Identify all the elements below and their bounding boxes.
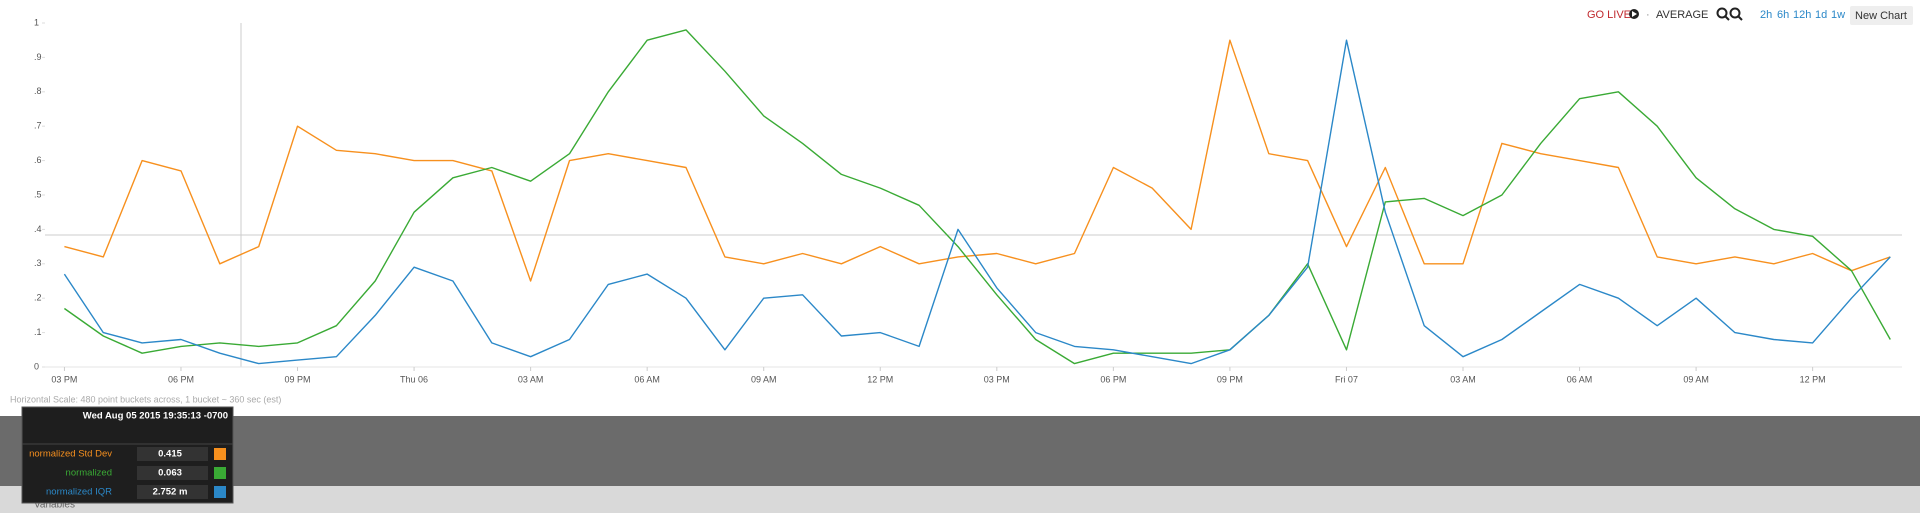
y-tick-label: .9 [34,52,42,62]
variables-bar [0,486,1920,513]
variables-label[interactable]: Variables [34,500,75,511]
y-tick-label: .2 [34,293,42,303]
new-chart-button[interactable] [1850,6,1913,25]
x-tick-label: 06 AM [634,374,660,384]
x-tick-label: 03 AM [518,374,544,384]
series-line [63,39,1891,365]
y-tick-label: .1 [34,327,42,337]
range-option[interactable]: 2h [1760,9,1772,21]
range-option[interactable]: 1w [1831,9,1845,21]
y-tick-label: .6 [34,155,42,165]
x-tick-label: 06 AM [1567,374,1593,384]
zoom-out[interactable] [1729,7,1741,19]
x-tick-label: 09 PM [285,374,311,384]
range-option[interactable]: 1d [1815,9,1827,21]
series-line [63,29,1891,365]
tooltip-series-name: normalized IQR [46,487,112,498]
x-tick-label: Thu 06 [400,374,428,384]
y-tick-label: .7 [34,121,42,131]
tooltip-value-box [137,466,208,480]
range-option[interactable]: 12h [1793,9,1811,21]
panel-band [0,416,1920,486]
tooltip: Wed Aug 05 2015 19:35:13 -0700 normalize… [21,406,234,504]
tooltip-title: Wed Aug 05 2015 19:35:13 -0700 [83,411,228,422]
zoom-out-handle [1737,15,1743,21]
y-tick-label: 0 [34,361,39,371]
tooltip-swatch [214,486,226,498]
toolbar: GO LIVE · AVERAGE New Chart 2h 6h 12h 1d 1w [1587,6,1913,25]
tooltip-value-box [137,485,208,499]
y-tick-label: .5 [34,189,42,199]
x-tick-label: 03 AM [1450,374,1476,384]
scale-note: Horizontal Scale: 480 point buckets acro… [10,394,281,404]
range-option[interactable]: 6h [1777,9,1789,21]
tooltip-value: 0.063 [158,468,182,479]
tooltip-series-name: normalized Std Dev [29,449,112,460]
tooltip-series-name: normalized [66,468,112,479]
x-tick-label: 03 PM [51,374,77,384]
x-tick-label: 06 PM [168,374,194,384]
tooltip-value: 2.752 m [153,487,188,498]
series-line [64,39,1891,282]
tooltip-swatch [214,467,226,479]
x-tick-label: 09 AM [751,374,777,384]
tooltip-swatch [214,448,226,460]
x-tick-label: 12 PM [867,374,893,384]
x-tick-label: 09 PM [1217,374,1243,384]
zoom-in-handle [1724,15,1730,21]
x-tick-label: 09 AM [1683,374,1709,384]
y-tick-label: 1 [34,17,39,27]
x-tick-label: Fri 07 [1335,374,1358,384]
y-tick-label: .3 [34,258,42,268]
tooltip-value: 0.415 [158,449,182,460]
separator: · [1646,9,1650,21]
x-tick-label: 06 PM [1100,374,1126,384]
zoom-in[interactable] [1716,7,1728,19]
y-tick-label: .8 [34,86,42,96]
go-live[interactable]: GO LIVE [1587,9,1631,21]
mode[interactable]: AVERAGE [1656,9,1708,21]
x-tick-label: 12 PM [1800,374,1826,384]
play-glyph [1632,11,1637,17]
new-chart-label[interactable]: New Chart [1855,10,1907,22]
x-tick-label: 03 PM [984,374,1010,384]
tooltip-value-box [137,447,208,461]
y-tick-label: .4 [34,224,42,234]
